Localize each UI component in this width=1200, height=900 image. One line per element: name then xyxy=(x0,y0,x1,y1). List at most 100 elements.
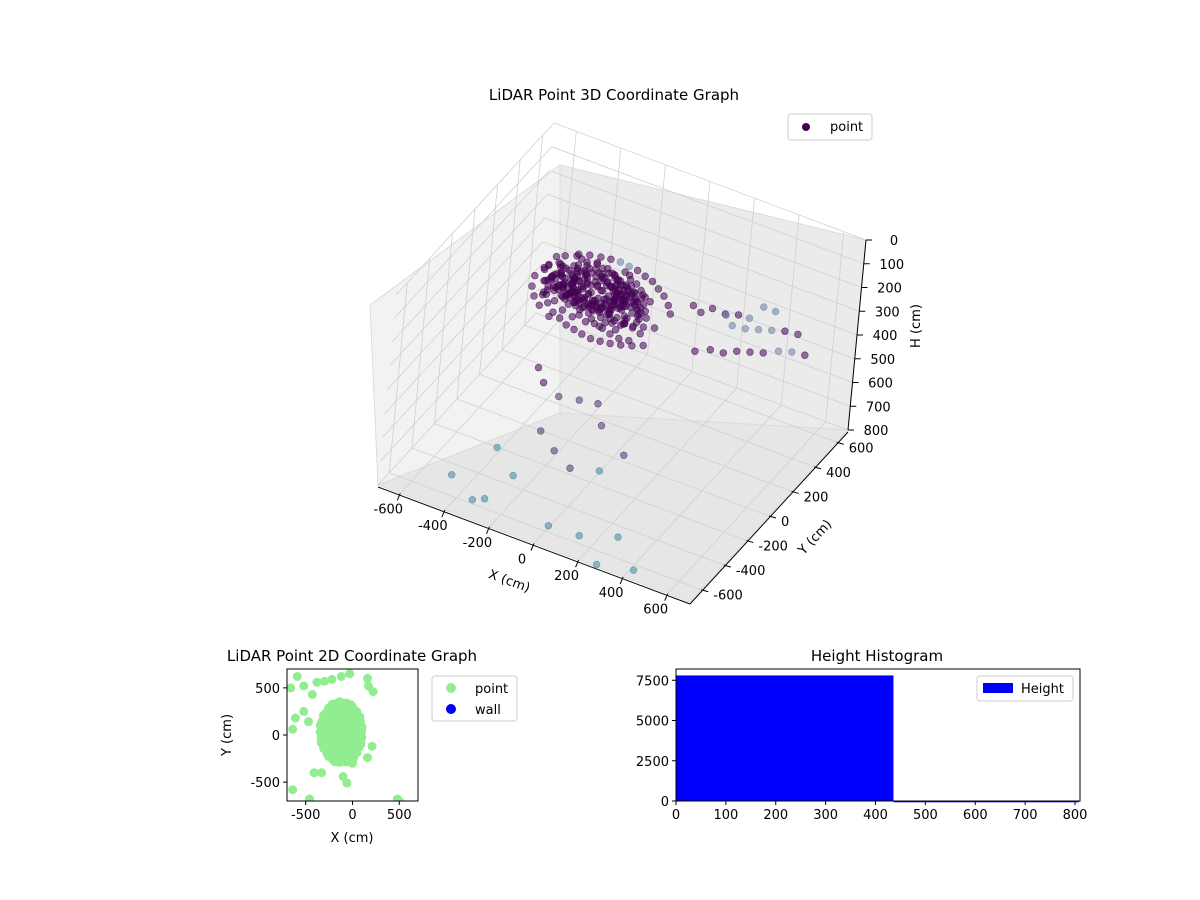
grid-line-z-side-4 xyxy=(386,217,546,391)
point-2d-332 xyxy=(290,713,300,723)
point-3d-67 xyxy=(745,314,754,322)
legend-3d-label: point xyxy=(830,120,863,135)
point-3d-0 xyxy=(552,252,561,261)
x-tick-label-hist-3: 300 xyxy=(813,808,838,823)
point-3d-344 xyxy=(633,306,642,314)
point-3d-355 xyxy=(637,294,645,302)
point-2d-343 xyxy=(392,794,402,801)
point-2d-308 xyxy=(323,751,333,761)
x-axis-label-2d: X (cm) xyxy=(331,831,374,846)
x-tick-label-3d-3: 0 xyxy=(518,553,526,568)
point-3d-88 xyxy=(554,392,563,401)
grid-line-z-back-3 xyxy=(547,193,860,312)
x-axis-line xyxy=(377,486,691,605)
point-3d-169 xyxy=(642,314,650,322)
x-tick-label-hist-0: 0 xyxy=(672,808,680,823)
point-3d-317 xyxy=(570,262,578,270)
legend-histogram-swatch xyxy=(983,683,1013,693)
point-3d-101 xyxy=(544,522,553,530)
point-3d-40 xyxy=(616,341,625,349)
point-3d-47 xyxy=(535,301,543,309)
grid-line-z-back-4 xyxy=(544,217,858,336)
legend-3d-marker xyxy=(802,123,810,131)
x-axis-label-3d: X (cm) xyxy=(486,567,532,596)
y-tick-label-2d-2: 500 xyxy=(255,682,280,697)
grid-line-z-side-7 xyxy=(379,288,539,462)
point-3d-105 xyxy=(629,566,638,574)
point-3d-365 xyxy=(626,303,635,311)
grid-line-y-floor-5 xyxy=(502,349,815,468)
z-tick-label-3d-0: 0 xyxy=(890,234,898,249)
x-tick-3d-1 xyxy=(441,509,446,518)
point-2d-310 xyxy=(318,711,328,721)
point-2d-305 xyxy=(315,727,325,737)
point-3d-31 xyxy=(543,299,552,307)
z-tick-label-3d-7: 700 xyxy=(866,400,891,415)
legend-histogram: Height xyxy=(976,675,1074,702)
point-3d-37 xyxy=(586,334,595,343)
grid-line-z-side-0 xyxy=(395,122,555,296)
point-2d-326 xyxy=(327,674,337,684)
point-3d-73 xyxy=(732,347,741,355)
point-3d-74 xyxy=(746,348,754,356)
x-tick-3d-5 xyxy=(619,576,624,585)
point-3d-359 xyxy=(568,278,577,287)
point-2d-307 xyxy=(335,697,344,707)
y-tick-label-hist-1: 2500 xyxy=(636,755,669,770)
point-3d-290 xyxy=(581,318,590,326)
grid-line-y-floor-0 xyxy=(389,472,702,591)
point-3d-93 xyxy=(550,447,558,455)
x-tick-label-3d-2: -200 xyxy=(463,536,493,551)
point-2d-309 xyxy=(357,722,367,732)
point-2d-329 xyxy=(363,673,372,683)
point-3d-342 xyxy=(596,313,605,322)
point-3d-277 xyxy=(545,260,553,269)
point-3d-331 xyxy=(575,311,583,319)
histogram-bar-1 xyxy=(893,800,1080,803)
point-3d-104 xyxy=(592,560,601,569)
point-3d-24 xyxy=(654,285,663,293)
point-2d-345 xyxy=(363,753,372,763)
point-2d-314 xyxy=(356,739,366,749)
grid-line-y-floor-2 xyxy=(434,423,747,541)
x-tick-3d-6 xyxy=(664,593,669,601)
point-3d-351 xyxy=(574,289,582,297)
point-3d-356 xyxy=(608,297,616,306)
point-3d-335 xyxy=(618,297,627,305)
chart-2d: LiDAR Point 2D Coordinate Graph -500 0 500… xyxy=(220,647,518,846)
point-3d-79 xyxy=(722,311,730,319)
point-3d-16 xyxy=(586,251,594,259)
y-tick-label-2d-0: -500 xyxy=(250,776,280,791)
x-tick-label-3d-5: 400 xyxy=(599,586,624,601)
point-3d-106 xyxy=(614,533,622,541)
y-tick-3d-5 xyxy=(814,466,822,470)
point-3d-304 xyxy=(637,286,645,295)
point-3d-310 xyxy=(579,296,588,304)
x-tick-3d-3 xyxy=(530,543,535,551)
point-3d-42 xyxy=(639,341,647,350)
point-3d-306 xyxy=(587,269,596,277)
point-3d-269 xyxy=(568,313,576,321)
point-3d-100 xyxy=(480,495,489,503)
point-3d-321 xyxy=(588,296,597,304)
point-3d-98 xyxy=(620,451,628,459)
point-3d-358 xyxy=(573,252,581,260)
grid-line-z-back-0 xyxy=(553,122,867,241)
z-tick-label-3d-1: 100 xyxy=(879,258,904,273)
point-3d-17 xyxy=(597,253,605,261)
legend-2d-point-marker xyxy=(446,683,456,693)
point-3d-38 xyxy=(596,337,604,345)
y-tick-3d-3 xyxy=(768,515,777,519)
point-2d-322 xyxy=(299,681,309,691)
point-3d-348 xyxy=(577,282,586,290)
legend-histogram-box xyxy=(976,675,1074,702)
point-3d-77 xyxy=(788,348,796,356)
point-2d-340 xyxy=(288,785,298,795)
point-3d-293 xyxy=(639,300,648,309)
point-3d-36 xyxy=(578,330,586,338)
point-2d-312 xyxy=(346,700,356,710)
point-3d-82 xyxy=(754,325,763,334)
scatter-2d xyxy=(287,669,404,801)
x-tick-label-hist-4: 400 xyxy=(863,808,888,823)
y-tick-label-hist-3: 7500 xyxy=(636,674,669,689)
